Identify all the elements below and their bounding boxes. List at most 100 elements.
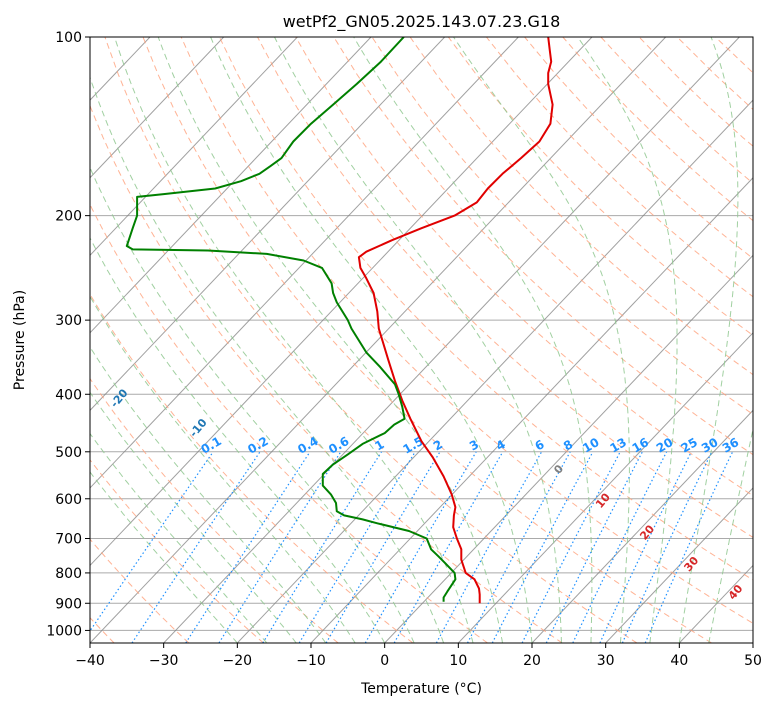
dry-adiabat-line — [486, 37, 753, 298]
y-tick-label: 800 — [55, 566, 82, 582]
y-tick-label: 600 — [55, 492, 82, 508]
temperature-profile — [357, 37, 554, 604]
mixing-ratio-line — [185, 451, 311, 643]
mixing-ratio-label: 0.1 — [198, 434, 223, 457]
isotherm-line — [90, 37, 225, 179]
dry-adiabat-line — [90, 538, 190, 643]
mixing-ratio-line — [572, 451, 668, 643]
isotherm-line — [384, 254, 753, 643]
y-tick-label: 100 — [55, 30, 82, 46]
mixing-ratio-label: 2 — [431, 437, 445, 453]
mixing-ratio-label: 20 — [654, 435, 675, 455]
dry-adiabat-line — [142, 37, 712, 643]
x-tick-label: 30 — [597, 653, 615, 669]
mixing-ratio-label: 30 — [699, 435, 720, 455]
dry-adiabat-line — [715, 37, 753, 74]
mixing-ratio-line — [435, 451, 543, 643]
mixing-ratio-line — [218, 451, 342, 643]
moist-adiabat-line — [90, 391, 297, 643]
moist-adiabat-label: 20 — [637, 522, 657, 542]
moist-adiabat-line — [274, 37, 562, 643]
moist-adiabat-label: 0 — [551, 462, 566, 476]
dry-adiabat-line — [562, 37, 753, 222]
isotherm-line — [236, 99, 753, 643]
moist-adiabat-line — [90, 346, 327, 643]
moist-adiabat-line — [90, 75, 445, 643]
mixing-ratio-line — [131, 451, 261, 643]
background-lines — [90, 37, 775, 643]
isotherm-line — [605, 487, 753, 643]
dry-adiabat-line — [90, 203, 488, 643]
dry-adiabat-label: -20 — [108, 386, 131, 410]
dry-adiabat-line — [180, 37, 753, 624]
line-labels: 0.10.20.40.611.52346810131620253036-100-… — [36, 360, 746, 602]
isotherm-line — [531, 409, 753, 643]
x-axis-ticks: −40 −30 −20 −10 0 10 20 30 40 50 — [75, 643, 762, 669]
y-axis-label: Pressure (hPa) — [12, 290, 28, 390]
isotherm-line — [90, 37, 446, 412]
x-tick-label: 0 — [380, 653, 389, 669]
moist-adiabat-label: 10 — [593, 490, 613, 510]
moist-adiabat-line — [157, 37, 503, 643]
isotherm-line — [90, 37, 593, 567]
y-tick-label: 200 — [55, 209, 82, 225]
mixing-ratio-line — [298, 451, 416, 643]
dry-adiabat-label: -10 — [187, 416, 210, 440]
dry-adiabat-line — [447, 37, 753, 336]
dry-adiabat-line — [638, 37, 753, 147]
moist-adiabat-line — [90, 295, 356, 643]
isotherm-line — [457, 332, 753, 643]
dry-adiabat-line — [104, 37, 638, 643]
moist-adiabat-line — [90, 432, 268, 643]
dry-adiabat-label: -30 — [36, 360, 59, 384]
dewpoint-profile — [125, 37, 457, 602]
chart-title: wetPf2_GN05.2025.143.07.23.G18 — [283, 12, 561, 32]
isotherm-line — [90, 37, 372, 334]
x-tick-label: 20 — [523, 653, 541, 669]
moist-adiabat-line — [114, 37, 474, 643]
moist-adiabat-line — [210, 37, 533, 643]
x-tick-label: −10 — [296, 653, 326, 669]
dry-adiabat-line — [90, 293, 414, 643]
y-tick-label: 500 — [55, 445, 82, 461]
mixing-ratio-label: 25 — [679, 435, 700, 455]
dry-adiabat-line — [754, 37, 775, 643]
mixing-ratio-line — [545, 451, 643, 643]
mixing-ratio-line — [325, 451, 441, 643]
moist-adiabat-line — [708, 426, 753, 643]
mixing-ratio-line — [491, 451, 594, 643]
y-tick-label: 400 — [55, 387, 82, 403]
isotherm-line — [90, 37, 519, 489]
mixing-ratio-label: 16 — [630, 435, 651, 455]
moist-adiabat-line — [577, 37, 678, 643]
isotherm-line — [163, 37, 740, 643]
dry-adiabat-line — [333, 37, 753, 456]
isotherm-line — [90, 37, 298, 257]
y-axis-ticks: 100 200 300 400 500 600 700 800 900 1000 — [46, 30, 90, 639]
moist-adiabat-line — [90, 236, 386, 643]
mixing-ratio-line — [466, 451, 571, 643]
x-tick-label: −30 — [149, 653, 179, 669]
isotherm-line — [752, 642, 753, 643]
mixing-ratio-label: 1.5 — [400, 434, 425, 457]
y-tick-label: 900 — [55, 596, 82, 612]
mixing-ratio-line — [393, 451, 504, 643]
moist-adiabat-line — [353, 37, 593, 643]
mixing-ratio-label: 36 — [720, 435, 741, 455]
y-tick-label: 1000 — [46, 623, 82, 639]
dry-adiabat-line — [524, 37, 753, 260]
mixing-ratio-line — [599, 451, 692, 643]
x-tick-label: −40 — [75, 653, 105, 669]
dry-adiabat-line — [257, 37, 753, 538]
dry-adiabat-line — [90, 458, 264, 643]
x-tick-label: 10 — [449, 653, 467, 669]
mixing-ratio-line — [644, 451, 734, 643]
dry-adiabat-line — [218, 37, 753, 581]
dry-adiabat-line — [371, 37, 753, 415]
y-tick-label: 300 — [55, 313, 82, 329]
moist-adiabat-line — [678, 37, 739, 643]
mixing-ratio-label: 1 — [372, 437, 386, 453]
mixing-ratio-label: 0.4 — [295, 434, 320, 457]
dry-adiabat-line — [295, 37, 753, 497]
